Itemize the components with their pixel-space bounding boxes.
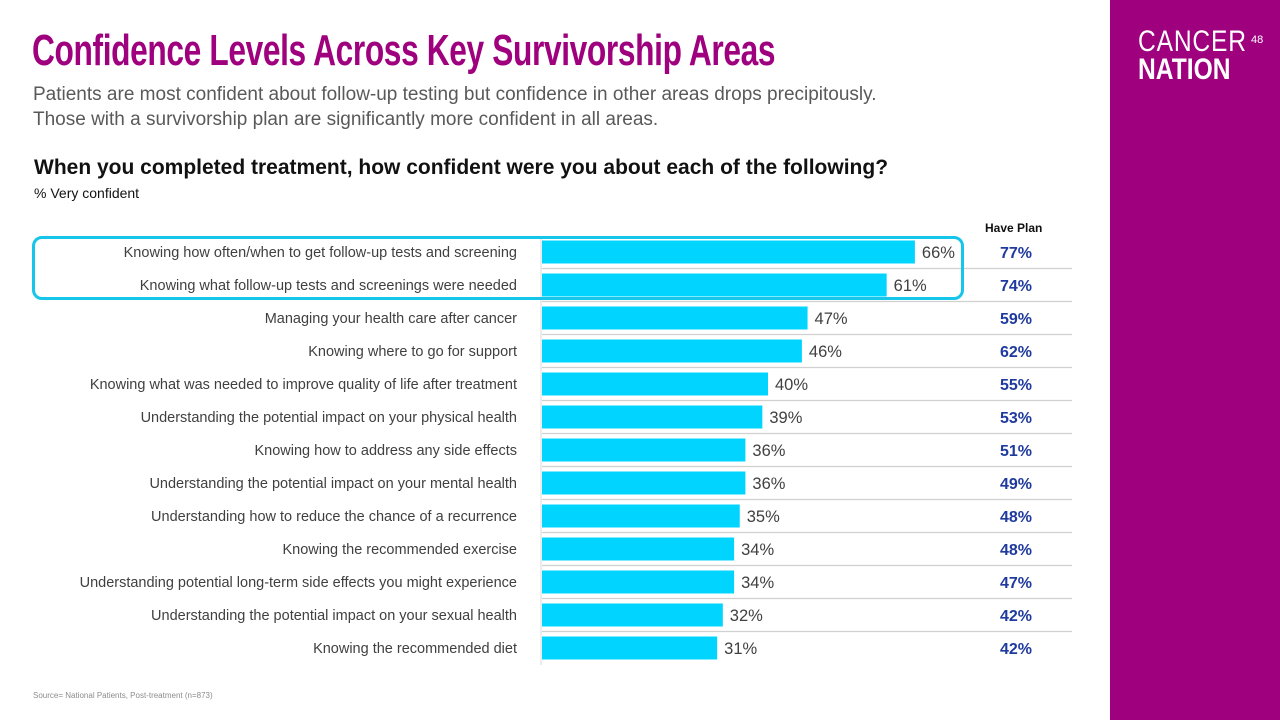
have-plan-value: 51% (1000, 443, 1032, 460)
have-plan-value: 47% (1000, 575, 1032, 592)
cancer-nation-logo: CANCER NATION (1138, 25, 1247, 86)
category-label: Understanding how to reduce the chance o… (151, 509, 517, 525)
bar-value-label: 32% (730, 607, 763, 625)
bar (542, 339, 802, 363)
bar-value-label: 34% (741, 574, 774, 592)
bar-chart: Knowing how often/when to get follow-up … (80, 236, 1072, 665)
bar (542, 306, 808, 330)
bar-value-label: 40% (775, 376, 808, 394)
bar (542, 603, 723, 627)
category-label: Understanding potential long-term side e… (80, 575, 517, 591)
bar-value-label: 39% (769, 409, 802, 427)
bar-value-label: 47% (815, 310, 848, 328)
bar (542, 372, 768, 396)
category-label: Understanding the potential impact on yo… (151, 608, 517, 624)
bar (542, 471, 746, 495)
bar (542, 438, 746, 462)
bar-value-label: 34% (741, 541, 774, 559)
page-title: Confidence Levels Across Key Survivorshi… (32, 26, 776, 75)
bar (542, 405, 763, 429)
bar-value-label: 36% (752, 475, 785, 493)
category-label: Knowing how often/when to get follow-up … (124, 245, 517, 261)
bar (542, 273, 887, 297)
bar-value-label: 61% (894, 277, 927, 295)
bar (542, 570, 735, 594)
bar-value-label: 31% (724, 640, 757, 658)
category-label: Understanding the potential impact on yo… (141, 410, 517, 426)
have-plan-value: 42% (1000, 641, 1032, 658)
bar (542, 636, 718, 660)
have-plan-value: 77% (1000, 245, 1032, 262)
have-plan-value: 62% (1000, 344, 1032, 361)
logo-line-1: CANCER (1138, 25, 1247, 58)
category-label: Managing your health care after cancer (265, 311, 517, 327)
bar-value-label: 46% (809, 343, 842, 361)
have-plan-value: 55% (1000, 377, 1032, 394)
have-plan-value: 74% (1000, 278, 1032, 295)
bar (542, 537, 735, 561)
logo-line-2: NATION (1138, 53, 1231, 86)
page-subtitle: Patients are most confident about follow… (33, 84, 877, 130)
category-label: Understanding the potential impact on yo… (149, 476, 517, 492)
category-label: Knowing how to address any side effects (254, 443, 517, 459)
chart-question: When you completed treatment, how confid… (34, 156, 889, 179)
have-plan-value: 49% (1000, 476, 1032, 493)
category-label: Knowing where to go for support (308, 344, 517, 360)
category-label: Knowing what was needed to improve quali… (90, 377, 517, 393)
category-label: Knowing what follow-up tests and screeni… (140, 278, 517, 294)
source-note: Source= National Patients, Post-treatmen… (33, 691, 213, 700)
brand-sidebar: CANCER NATION 48 (1110, 0, 1280, 720)
have-plan-header: Have Plan (985, 221, 1043, 235)
page-number: 48 (1251, 34, 1264, 46)
category-label: Knowing the recommended exercise (282, 542, 517, 558)
bar-value-label: 36% (752, 442, 785, 460)
category-label: Knowing the recommended diet (313, 641, 517, 657)
have-plan-value: 42% (1000, 608, 1032, 625)
bar-value-label: 35% (747, 508, 780, 526)
have-plan-value: 53% (1000, 410, 1032, 427)
have-plan-value: 48% (1000, 509, 1032, 526)
have-plan-value: 59% (1000, 311, 1032, 328)
highlight-box (32, 236, 964, 300)
chart-measure-label: % Very confident (34, 185, 140, 201)
bar-value-label: 66% (922, 244, 955, 262)
bar (542, 504, 740, 528)
have-plan-value: 48% (1000, 542, 1032, 559)
bar (542, 240, 915, 264)
